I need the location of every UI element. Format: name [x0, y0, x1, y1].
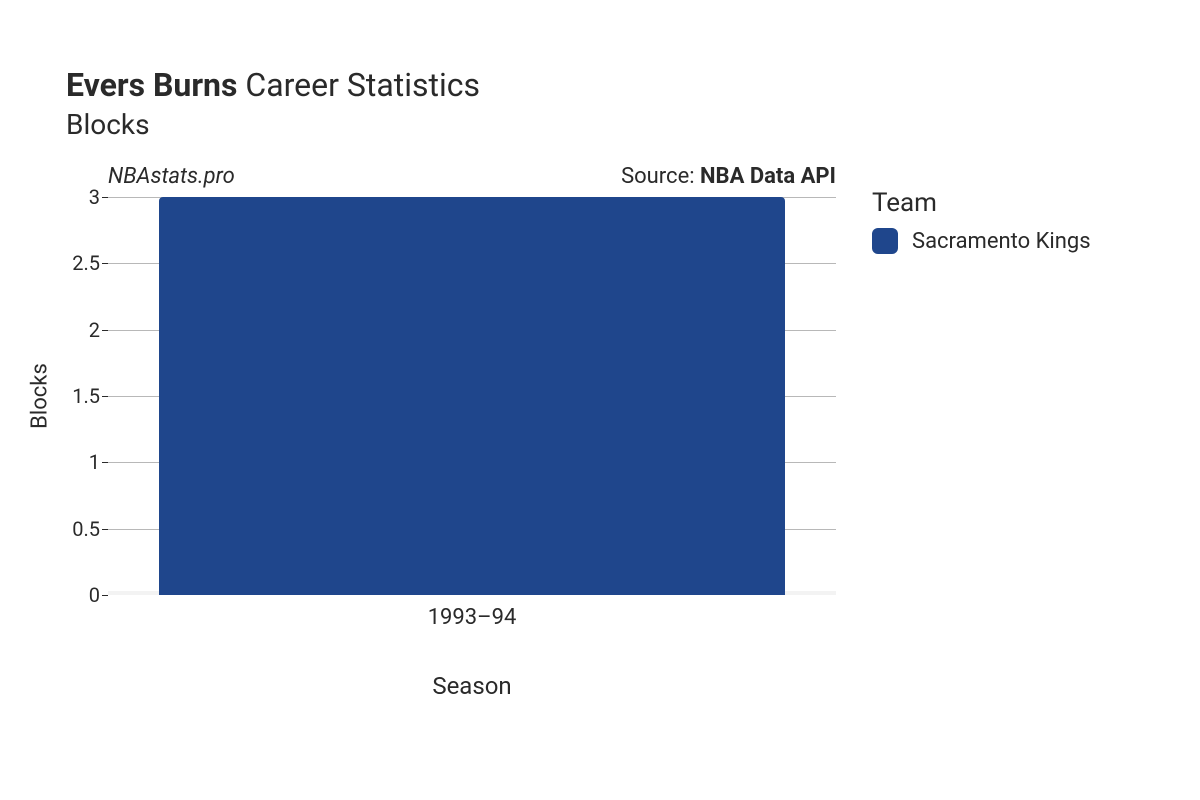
chart-title: Evers Burns Career Statistics [66, 66, 480, 104]
source-text: Source: NBA Data API [621, 164, 836, 189]
title-player-name: Evers Burns [66, 66, 237, 104]
plot-area: 00.511.522.531993–94 [108, 197, 836, 595]
ytick-label: 3 [89, 185, 108, 209]
legend-item: Sacramento Kings [872, 228, 1091, 254]
source-prefix: Source: [621, 164, 700, 189]
ytick-label: 2 [89, 318, 108, 342]
watermark-text: NBAstats.pro [108, 164, 235, 189]
source-name: NBA Data API [700, 164, 836, 189]
title-suffix: Career Statistics [237, 66, 480, 104]
chart-subtitle: Blocks [66, 108, 480, 141]
legend: Team Sacramento Kings [872, 188, 1091, 254]
chart-title-block: Evers Burns Career Statistics Blocks [66, 66, 480, 141]
legend-label: Sacramento Kings [912, 229, 1091, 254]
annotation-row: NBAstats.pro Source: NBA Data API [108, 164, 836, 189]
ytick-label: 1.5 [72, 384, 108, 408]
legend-title: Team [872, 188, 1091, 218]
xtick-label: 1993–94 [428, 595, 517, 630]
ytick-label: 1 [89, 450, 108, 474]
legend-swatch [872, 228, 898, 254]
ytick-label: 0 [89, 583, 108, 607]
y-axis-label: Blocks [28, 363, 53, 429]
bar [159, 197, 785, 595]
ytick-label: 0.5 [72, 517, 108, 541]
ytick-label: 2.5 [72, 251, 108, 275]
x-axis-label: Season [432, 672, 511, 700]
